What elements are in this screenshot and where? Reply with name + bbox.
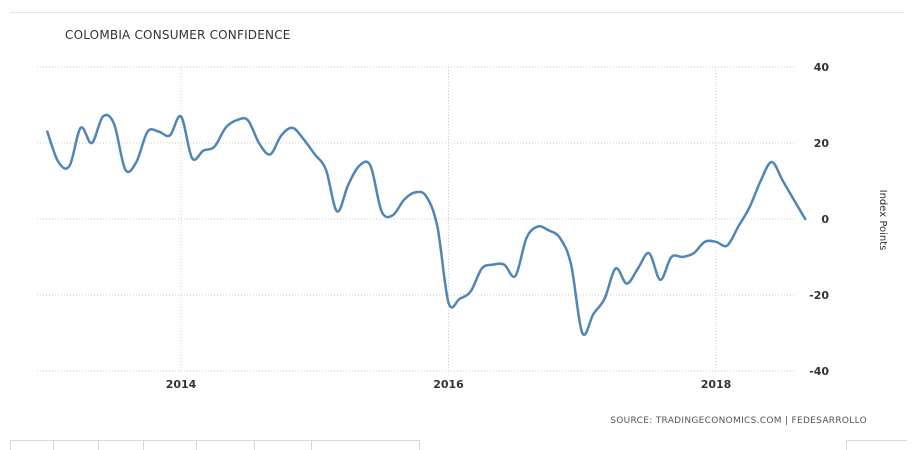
series-line (46, 113, 807, 337)
corner-panel (846, 440, 907, 450)
tab-divider (10, 441, 11, 450)
tab-divider (419, 441, 420, 450)
tab-divider (254, 441, 255, 450)
tab-divider (196, 441, 197, 450)
y-tick-label: 0 (821, 213, 829, 226)
top-border (10, 12, 905, 13)
y-tick-label: 20 (814, 137, 830, 150)
y-tick-label: 40 (814, 61, 830, 74)
x-tick-label: 2016 (433, 378, 464, 391)
tab-divider (53, 441, 54, 450)
x-tick-label: 2018 (701, 378, 732, 391)
y-tick-label: -40 (809, 365, 829, 378)
chart-title: COLOMBIA CONSUMER CONFIDENCE (65, 28, 291, 42)
source-credit: SOURCE: TRADINGECONOMICS.COM | FEDESARRO… (610, 416, 867, 426)
tab-strip (10, 440, 420, 450)
x-tick-label: 2014 (166, 378, 197, 391)
y-tick-label: -20 (809, 289, 829, 302)
tab-divider (143, 441, 144, 450)
tab-divider (311, 441, 312, 450)
y-axis-title: Index Points (877, 190, 888, 251)
tab-divider (98, 441, 99, 450)
